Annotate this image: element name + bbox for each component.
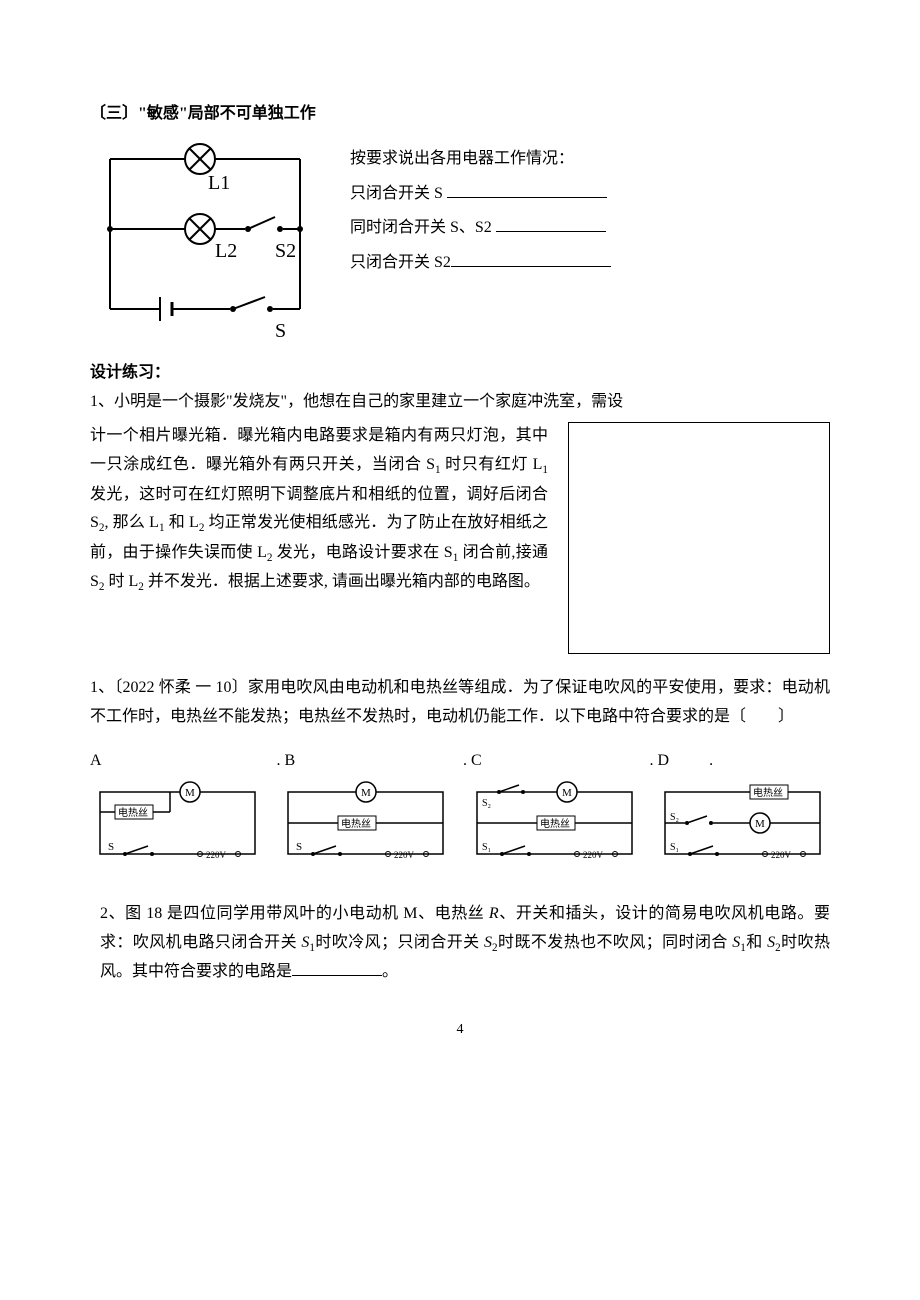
q2-d: 时既不发热也不吹风；同时闭合 xyxy=(498,934,733,951)
blank-3[interactable] xyxy=(451,250,611,267)
circuit-diagram-main: L1 L2 S2 S xyxy=(90,139,320,339)
opt-b: . B xyxy=(277,752,296,769)
label-s: S xyxy=(275,320,286,339)
svg-text:220V: 220V xyxy=(771,850,792,860)
svg-text:电热丝: 电热丝 xyxy=(341,817,371,830)
q2-a: 2、图 18 是四位同学用带风叶的小电动机 M、电热丝 xyxy=(100,905,489,922)
svg-text:M: M xyxy=(361,787,371,799)
design-q1-row: 计一个相片曝光箱．曝光箱内电路要求是箱内有两只灯泡，其中一只涂成红色．曝光箱外有… xyxy=(90,422,830,654)
prompt-1-label: 只闭合开关 S xyxy=(350,185,447,202)
section-3-title: 〔三〕"敏感"局部不可单独工作 xyxy=(90,100,830,129)
t-i: 时 L xyxy=(105,573,139,590)
svg-text:S₂: S₂ xyxy=(670,812,679,823)
circuit-options: 电热丝 M S 220V M 电热丝 S 220V xyxy=(90,780,830,870)
q2-text: 2、图 18 是四位同学用带风叶的小电动机 M、电热丝 R、开关和插头，设计的简… xyxy=(90,900,830,987)
svg-text:S: S xyxy=(108,841,114,853)
t-b: 时只有红灯 L xyxy=(441,456,543,473)
answer-drawing-box[interactable] xyxy=(568,422,830,654)
opt-d: . D xyxy=(650,752,670,769)
opt-dot: . xyxy=(709,752,713,769)
opt-a: A xyxy=(90,752,102,769)
blank-2[interactable] xyxy=(496,215,606,232)
prompt-line-2: 同时闭合开关 S、S2 xyxy=(350,214,830,243)
hair-dryer-q: 1、〔2022 怀柔 一 10〕家用电吹风由电动机和电热丝等组成．为了保证电吹风… xyxy=(90,674,830,732)
svg-text:M: M xyxy=(755,818,765,830)
section-3-prompts: 按要求说出各用电器工作情况： 只闭合开关 S 同时闭合开关 S、S2 只闭合开关… xyxy=(350,139,830,284)
blank-1[interactable] xyxy=(447,181,607,198)
t-g: 发光，电路设计要求在 S xyxy=(272,544,452,561)
svg-text:220V: 220V xyxy=(206,850,227,860)
svg-text:S₂: S₂ xyxy=(482,798,491,809)
q2-e: 和 xyxy=(746,934,767,951)
svg-text:S₁: S₁ xyxy=(670,842,679,853)
circuit-d: 电热丝 S₂ M S₁ 220V xyxy=(655,780,830,870)
svg-text:M: M xyxy=(185,787,195,799)
circuit-c: M S₂ 电热丝 S₁ 220V xyxy=(467,780,642,870)
svg-text:220V: 220V xyxy=(394,850,415,860)
design-q1-body: 计一个相片曝光箱．曝光箱内电路要求是箱内有两只灯泡，其中一只涂成红色．曝光箱外有… xyxy=(90,422,548,597)
prompt-line-3: 只闭合开关 S2 xyxy=(350,249,830,278)
svg-text:电热丝: 电热丝 xyxy=(753,786,783,799)
label-l1: L1 xyxy=(208,172,230,194)
prompt-3-label: 只闭合开关 S2 xyxy=(350,254,451,271)
prompt-line-1: 只闭合开关 S xyxy=(350,180,830,209)
t-d: , 那么 L xyxy=(105,514,159,531)
svg-text:S₁: S₁ xyxy=(482,842,491,853)
design-heading: 设计练习： xyxy=(90,359,830,388)
svg-text:电热丝: 电热丝 xyxy=(540,817,570,830)
svg-text:S: S xyxy=(296,841,302,853)
options-labels: A . B . C . D . xyxy=(90,747,830,776)
prompt-2-label: 同时闭合开关 S、S2 xyxy=(350,219,496,236)
label-l2: L2 xyxy=(215,240,237,262)
q2-g: 。 xyxy=(382,963,398,980)
page-number: 4 xyxy=(90,1017,830,1042)
circuit-a: 电热丝 M S 220V xyxy=(90,780,265,870)
t-e: 和 L xyxy=(165,514,199,531)
svg-text:M: M xyxy=(562,787,572,799)
prompt-header: 按要求说出各用电器工作情况： xyxy=(350,145,830,174)
circuit-b: M 电热丝 S 220V xyxy=(278,780,453,870)
opt-c: . C xyxy=(463,752,482,769)
label-s2: S2 xyxy=(275,240,296,262)
design-q1-lead: 1、小明是一个摄影"发烧友"，他想在自己的家里建立一个家庭冲洗室，需设 xyxy=(90,388,830,417)
svg-text:220V: 220V xyxy=(583,850,604,860)
blank-q2[interactable] xyxy=(292,959,382,976)
svg-text:电热丝: 电热丝 xyxy=(118,806,148,819)
t-j: 并不发光．根据上述要求, 请画出曝光箱内部的电路图。 xyxy=(144,573,540,590)
q2-c: 时吹冷风；只闭合开关 xyxy=(315,934,484,951)
section-3-row: L1 L2 S2 S xyxy=(90,139,830,339)
